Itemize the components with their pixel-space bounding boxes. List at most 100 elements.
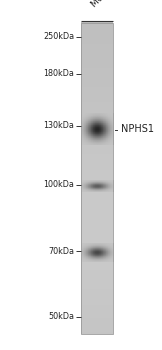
- Bar: [83, 122, 84, 124]
- Bar: [86, 131, 87, 132]
- Bar: [89, 144, 90, 145]
- Bar: [103, 135, 104, 136]
- Bar: [84, 122, 85, 124]
- Bar: [108, 133, 109, 134]
- Bar: [108, 117, 109, 118]
- Bar: [93, 126, 94, 127]
- Bar: [111, 251, 112, 252]
- Bar: [83, 113, 84, 114]
- Bar: [97, 140, 98, 141]
- Bar: [86, 133, 87, 134]
- Bar: [106, 246, 107, 247]
- Bar: [99, 113, 100, 114]
- Bar: [113, 252, 114, 253]
- Bar: [100, 184, 101, 185]
- Bar: [97, 246, 98, 247]
- Bar: [108, 120, 109, 121]
- Bar: [89, 180, 90, 181]
- Bar: [110, 122, 111, 123]
- Bar: [110, 139, 111, 140]
- Bar: [83, 187, 84, 188]
- Bar: [89, 130, 90, 131]
- Bar: [84, 182, 85, 183]
- Bar: [97, 144, 98, 145]
- Bar: [108, 129, 109, 130]
- Bar: [81, 243, 113, 245]
- Bar: [81, 328, 113, 330]
- Bar: [110, 115, 111, 116]
- Bar: [90, 127, 91, 128]
- Bar: [95, 256, 96, 257]
- Bar: [112, 186, 113, 187]
- Bar: [108, 135, 109, 136]
- Bar: [113, 123, 114, 124]
- Bar: [106, 137, 107, 138]
- Bar: [91, 116, 92, 117]
- Bar: [101, 258, 102, 259]
- Bar: [86, 131, 87, 132]
- Bar: [86, 128, 87, 129]
- Bar: [85, 126, 86, 127]
- Bar: [105, 138, 106, 139]
- Bar: [97, 250, 98, 251]
- Bar: [88, 143, 89, 144]
- Bar: [84, 122, 85, 123]
- Bar: [106, 182, 107, 183]
- Bar: [91, 254, 92, 255]
- Bar: [101, 244, 102, 245]
- Bar: [109, 183, 110, 184]
- Bar: [105, 183, 106, 184]
- Bar: [94, 191, 95, 192]
- Bar: [99, 140, 100, 141]
- Bar: [111, 115, 112, 116]
- Bar: [112, 126, 113, 127]
- Bar: [104, 182, 105, 183]
- Bar: [95, 137, 96, 138]
- Bar: [91, 254, 92, 255]
- Bar: [104, 183, 105, 184]
- Bar: [103, 183, 104, 184]
- Bar: [105, 128, 106, 129]
- Bar: [84, 243, 85, 244]
- Bar: [97, 250, 98, 251]
- Bar: [109, 188, 110, 189]
- Bar: [91, 259, 92, 260]
- Bar: [113, 252, 114, 253]
- Bar: [104, 180, 105, 181]
- Bar: [101, 245, 102, 246]
- Bar: [109, 144, 110, 145]
- Bar: [94, 186, 95, 187]
- Bar: [88, 255, 89, 256]
- Bar: [89, 254, 90, 255]
- Bar: [105, 117, 106, 118]
- Bar: [109, 253, 110, 254]
- Bar: [97, 115, 98, 116]
- Bar: [103, 123, 104, 124]
- Bar: [111, 116, 112, 117]
- Bar: [113, 140, 114, 141]
- Bar: [83, 259, 84, 260]
- Bar: [104, 255, 105, 256]
- Bar: [84, 136, 85, 137]
- Bar: [108, 254, 109, 255]
- Bar: [88, 252, 89, 253]
- Bar: [96, 113, 97, 114]
- Bar: [82, 185, 83, 186]
- Bar: [105, 115, 106, 116]
- Bar: [110, 138, 111, 139]
- Bar: [97, 260, 98, 261]
- Bar: [87, 251, 88, 252]
- Bar: [86, 126, 87, 127]
- Bar: [112, 125, 113, 126]
- Bar: [84, 128, 85, 129]
- Bar: [86, 182, 87, 183]
- Bar: [86, 136, 87, 137]
- Bar: [81, 187, 82, 188]
- Bar: [107, 190, 108, 191]
- Bar: [106, 128, 107, 129]
- Bar: [83, 186, 84, 187]
- Bar: [92, 182, 93, 183]
- Bar: [95, 256, 96, 257]
- Bar: [95, 251, 96, 252]
- Bar: [87, 136, 88, 137]
